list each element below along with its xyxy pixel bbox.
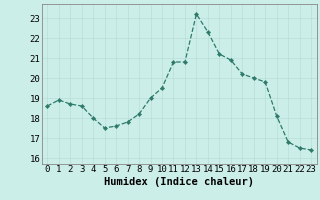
X-axis label: Humidex (Indice chaleur): Humidex (Indice chaleur): [104, 177, 254, 187]
